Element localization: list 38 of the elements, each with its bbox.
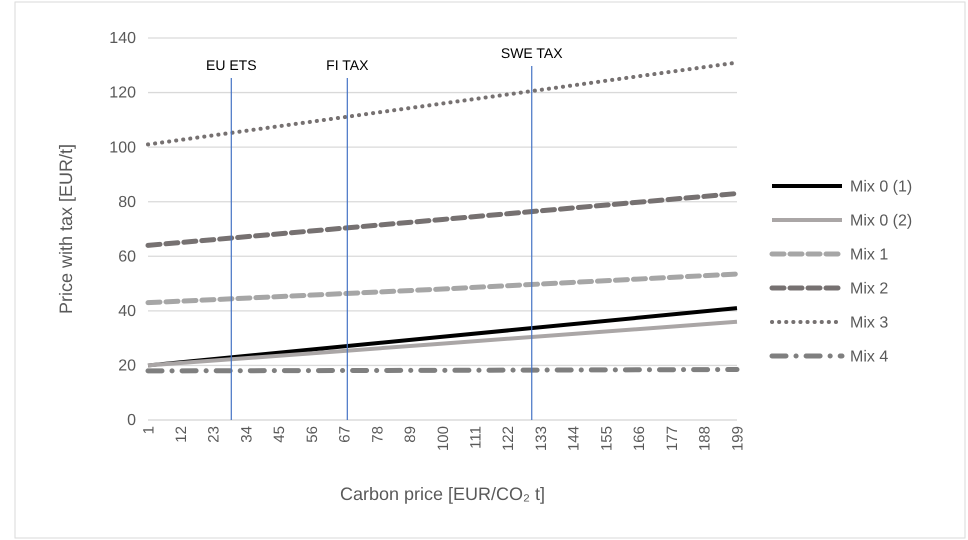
legend-label: Mix 0 (2) (850, 212, 912, 230)
x-tick-label: 111 (467, 426, 484, 449)
x-tick-label: 155 (598, 426, 616, 452)
x-tick-label: 67 (336, 426, 354, 443)
y-tick-label: 40 (118, 302, 136, 320)
x-tick-label: 12 (172, 426, 190, 443)
legend-label: Mix 4 (850, 348, 888, 366)
y-tick-label: 0 (127, 412, 136, 430)
y-tick-label: 80 (118, 194, 136, 211)
y-tick-label: 20 (118, 358, 136, 375)
ref-line-label: FI TAX (326, 57, 370, 73)
legend-label: Mix 0 (1) (850, 178, 912, 196)
x-tick-label: 1 (140, 426, 158, 434)
legend-label: Mix 2 (850, 280, 888, 298)
y-tick-label: 140 (109, 30, 136, 48)
x-tick-label: 89 (402, 426, 420, 443)
ref-line-label: EU ETS (206, 57, 257, 73)
x-tick-label: 45 (271, 426, 288, 443)
ref-line-label: SWE TAX (500, 45, 564, 61)
x-tick-label: 34 (238, 426, 256, 443)
x-tick-label: 100 (434, 426, 452, 452)
legend-label: Mix 3 (850, 314, 888, 332)
x-tick-label: 122 (500, 426, 518, 452)
y-axis-title: Price with tax [EUR/t] (56, 144, 76, 314)
x-tick-label: 177 (664, 426, 681, 452)
x-tick-label: 144 (566, 426, 583, 452)
x-tick-label: 166 (631, 426, 648, 452)
x-tick-label: 56 (304, 426, 321, 443)
y-tick-label: 100 (109, 139, 136, 156)
x-tick-label: 199 (729, 426, 746, 452)
x-tick-label: 78 (369, 426, 386, 443)
x-axis-title: Carbon price [EUR/CO₂ t] (340, 484, 546, 504)
legend-label: Mix 1 (850, 246, 888, 264)
y-tick-label: 60 (118, 248, 136, 266)
x-tick-label: 23 (206, 426, 223, 443)
x-tick-label: 133 (532, 426, 550, 452)
y-tick-label: 120 (109, 84, 136, 102)
x-tick-label: 188 (696, 426, 714, 452)
